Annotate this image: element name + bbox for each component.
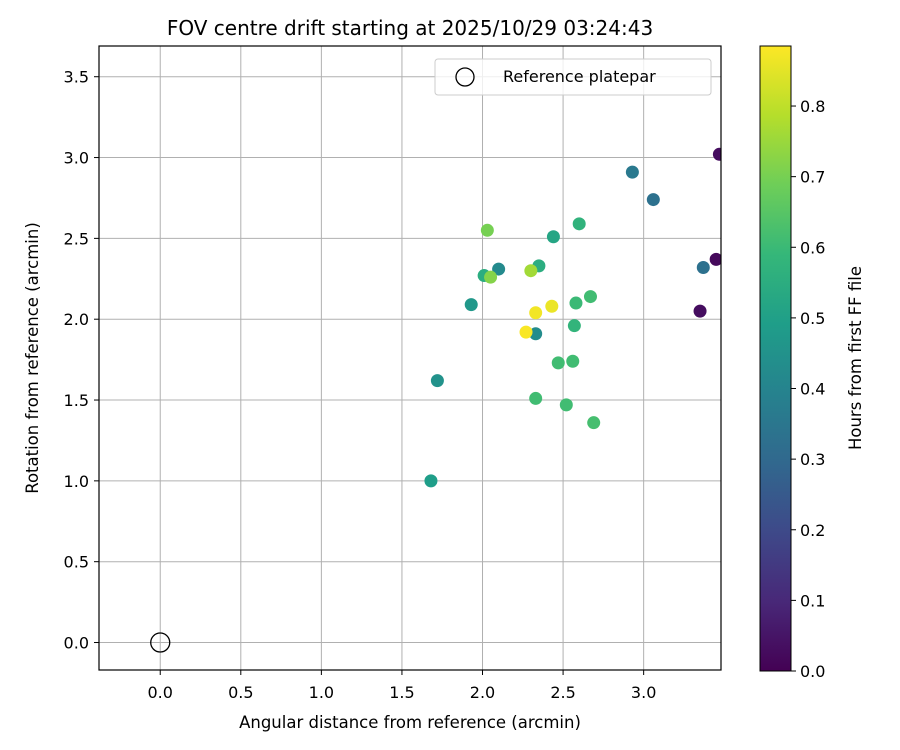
data-point xyxy=(709,252,721,266)
data-point xyxy=(484,270,498,284)
data-point xyxy=(551,356,565,370)
x-tick-label: 3.0 xyxy=(631,683,656,702)
data-point xyxy=(424,474,438,488)
y-tick-label: 0.5 xyxy=(64,553,89,572)
data-point xyxy=(430,374,444,388)
data-point xyxy=(464,298,478,312)
data-point xyxy=(583,290,597,304)
y-tick-label: 0.0 xyxy=(64,634,89,653)
colorbar-tick-label: 0.0 xyxy=(800,662,825,681)
x-tick-label: 2.5 xyxy=(550,683,575,702)
reference-platepar-marker xyxy=(150,632,171,653)
plot-area xyxy=(99,46,721,670)
colorbar-frame xyxy=(759,45,792,672)
grid xyxy=(99,46,721,670)
data-point xyxy=(529,391,543,405)
colorbar-tick-label: 0.4 xyxy=(800,380,825,399)
colorbar-tick-label: 0.7 xyxy=(800,168,825,187)
y-tick-label: 3.5 xyxy=(64,68,89,87)
colorbar-label: Hours from first FF file xyxy=(846,266,865,450)
data-point xyxy=(569,296,583,310)
x-tick-label: 0.5 xyxy=(228,683,253,702)
y-axis-label: Rotation from reference (arcmin) xyxy=(23,222,42,494)
legend: Reference platepar xyxy=(434,58,712,96)
data-point xyxy=(546,230,560,244)
data-point xyxy=(480,223,494,237)
y-tick-label: 1.5 xyxy=(64,391,89,410)
data-point xyxy=(529,327,543,341)
y-tick-label: 3.0 xyxy=(64,149,89,168)
colorbar-gradient xyxy=(760,46,791,671)
scatter-points xyxy=(150,147,721,653)
data-point xyxy=(559,398,573,412)
colorbar-tick-label: 0.6 xyxy=(800,238,825,257)
x-tick-label: 1.5 xyxy=(389,683,414,702)
x-axis-label: Angular distance from reference (arcmin) xyxy=(239,713,581,732)
colorbar: 0.0 0.1 0.2 0.3 0.4 0.5 0.6 0.7 0.8 Hours from f… xyxy=(759,45,865,681)
colorbar-tick-label: 0.2 xyxy=(800,521,825,540)
colorbar-ticks: 0.0 0.1 0.2 0.3 0.4 0.5 0.6 0.7 0.8 xyxy=(791,97,825,681)
y-axis-ticks: 0.0 0.5 1.0 1.5 2.0 2.5 3.0 3.5 xyxy=(64,68,99,653)
data-point xyxy=(524,264,538,278)
x-tick-label: 1.0 xyxy=(309,683,334,702)
colorbar-tick-label: 0.8 xyxy=(800,97,825,116)
data-point xyxy=(646,193,660,207)
y-tick-label: 2.5 xyxy=(64,229,89,248)
y-tick-label: 2.0 xyxy=(64,310,89,329)
y-tick-label: 1.0 xyxy=(64,472,89,491)
colorbar-tick-label: 0.1 xyxy=(800,591,825,610)
data-point xyxy=(566,354,580,368)
legend-reference-marker xyxy=(455,67,475,87)
data-point xyxy=(587,416,601,430)
data-point xyxy=(625,165,639,179)
data-point xyxy=(529,306,543,320)
data-point xyxy=(712,147,721,161)
chart-title: FOV centre drift starting at 2025/10/29 … xyxy=(167,16,653,40)
legend-box xyxy=(434,58,712,96)
x-tick-label: 0.0 xyxy=(148,683,173,702)
colorbar-tick-label: 0.3 xyxy=(800,450,825,469)
colorbar-tick-label: 0.5 xyxy=(800,309,825,328)
data-point xyxy=(519,325,533,339)
x-tick-label: 2.0 xyxy=(470,683,495,702)
legend-entry-reference: Reference platepar xyxy=(503,67,656,86)
data-point xyxy=(567,319,581,333)
x-axis-ticks: 0.0 0.5 1.0 1.5 2.0 2.5 3.0 xyxy=(148,670,656,702)
data-point xyxy=(693,304,707,318)
data-point xyxy=(545,299,559,313)
data-point xyxy=(492,262,506,276)
plot-frame xyxy=(98,45,722,671)
data-point xyxy=(572,217,586,231)
data-point xyxy=(696,260,710,274)
